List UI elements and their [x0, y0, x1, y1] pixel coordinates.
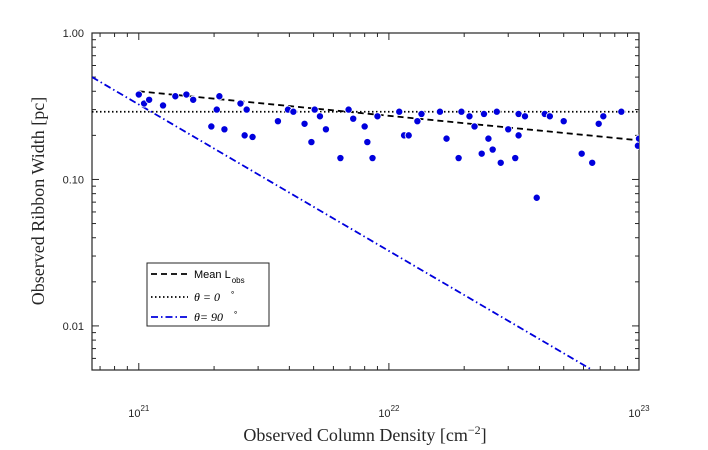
data-point [477, 149, 486, 158]
y-axis-title: Observed Ribbon Width [pc] [28, 97, 48, 305]
data-point [511, 154, 520, 163]
data-point [633, 141, 639, 150]
data-point [336, 154, 345, 163]
data-point [479, 109, 488, 118]
data-point [577, 149, 586, 158]
data-point [189, 95, 198, 104]
y-tick-label: 0.10 [63, 174, 84, 186]
data-point [484, 134, 493, 143]
data-point [363, 138, 372, 147]
data-point [559, 117, 568, 126]
data-point [635, 134, 639, 143]
data-point [373, 112, 382, 121]
data-point [404, 131, 413, 140]
data-point [344, 105, 353, 114]
data-point [520, 112, 529, 121]
data-point [588, 158, 597, 167]
data-point [496, 158, 505, 167]
data-point [182, 90, 191, 99]
data-point [532, 193, 541, 202]
data-point [442, 134, 451, 143]
x-tick-label: 1023 [628, 404, 650, 420]
data-point [236, 99, 245, 108]
data-point [413, 117, 422, 126]
data-point [417, 109, 426, 118]
data-point [454, 154, 463, 163]
x-tick-label: 1021 [128, 404, 150, 420]
y-tick-label: 1.00 [63, 28, 84, 40]
data-point [310, 105, 319, 114]
data-point [289, 107, 298, 116]
data-point [360, 122, 369, 131]
data-point [207, 122, 216, 131]
data-point [315, 112, 324, 121]
data-point [145, 95, 154, 104]
data-point [307, 138, 316, 147]
data-point [435, 107, 444, 116]
legend-box [146, 262, 270, 327]
data-point [545, 112, 554, 121]
series-line-dashdot [92, 76, 593, 370]
y-tick-label: 0.01 [63, 321, 84, 333]
data-point [349, 114, 358, 123]
x-tick-label: 1022 [378, 404, 400, 420]
data-point [395, 107, 404, 116]
data-point [492, 107, 501, 116]
ticks-layer: 1021 1022 1023 1.00 0.10 0.01 [63, 28, 651, 420]
data-point [215, 92, 224, 101]
legend-label-theta0: θ = 0 ∘ [194, 288, 235, 304]
data-point [242, 105, 251, 114]
legend-label-theta90: θ= 90 ∘ [194, 308, 238, 324]
data-point [617, 107, 626, 116]
data-point [457, 107, 466, 116]
lines-layer [92, 76, 639, 370]
legend: Mean Lobs θ = 0 ∘ θ= 90 ∘ [146, 262, 270, 327]
x-axis-title: Observed Column Density [cm−2] [243, 423, 486, 445]
data-point [248, 132, 257, 141]
data-point [159, 101, 168, 110]
legend-label-mean: Mean Lobs [194, 269, 245, 285]
data-point [134, 90, 143, 99]
data-point [599, 112, 608, 121]
data-point [488, 145, 497, 154]
data-point [368, 154, 377, 163]
plot-area-frame [91, 32, 640, 371]
data-point [594, 119, 603, 128]
data-point [300, 119, 309, 128]
points-layer [134, 90, 639, 202]
data-point [465, 112, 474, 121]
data-point [240, 131, 249, 140]
data-point [514, 131, 523, 140]
data-point [212, 105, 221, 114]
data-point [504, 125, 513, 134]
series-line-dashed [138, 90, 639, 142]
data-point [220, 125, 229, 134]
data-point [321, 125, 330, 134]
data-point [171, 92, 180, 101]
data-point [470, 122, 479, 131]
data-point [273, 117, 282, 126]
